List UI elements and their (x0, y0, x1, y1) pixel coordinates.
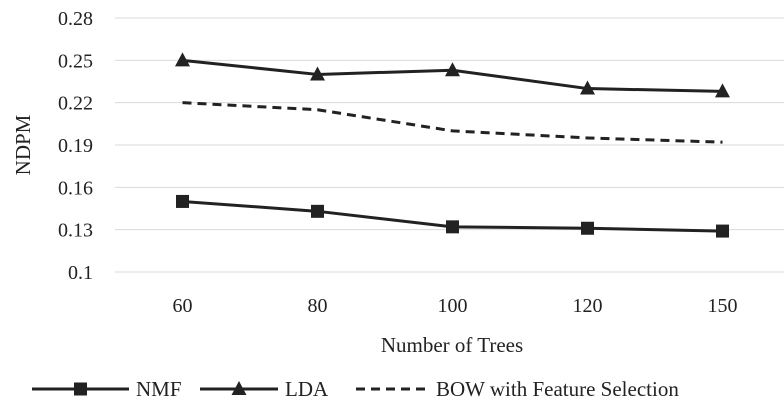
legend-marker-lda (231, 381, 247, 395)
x-axis-title: Number of Trees (381, 333, 523, 357)
x-tick-label: 150 (708, 295, 738, 317)
legend-label: BOW with Feature Selection (436, 377, 679, 401)
series-line-bow-with-feature-selection (182, 101, 723, 144)
series-lines (175, 52, 730, 238)
x-tick-label: 120 (573, 295, 603, 317)
y-tick-label: 0.25 (58, 50, 93, 72)
y-tick-label: 0.19 (58, 135, 93, 157)
series-lda (175, 52, 730, 98)
data-point-nmf (716, 224, 729, 238)
legend-item-lda: LDA (200, 377, 329, 401)
y-axis-title: NDPM (11, 114, 35, 175)
y-tick-label: 0.28 (58, 8, 93, 30)
y-tick-label: 0.16 (58, 177, 93, 199)
gridlines (115, 17, 784, 273)
data-point-lda (580, 80, 595, 95)
x-tick-label: 60 (173, 295, 193, 317)
data-point-lda (445, 62, 460, 77)
legend-item-bow-with-feature-selection: BOW with Feature Selection (356, 377, 679, 401)
data-point-lda (715, 83, 730, 98)
x-axis-ticks: 60 80 100 120 150 (173, 295, 738, 317)
legend-marker-nmf (74, 382, 87, 396)
y-tick-label: 0.1 (68, 262, 93, 284)
data-point-lda (175, 52, 190, 67)
x-tick-label: 80 (308, 295, 328, 317)
data-point-nmf (446, 220, 459, 234)
data-point-nmf (176, 194, 189, 208)
series-nmf (176, 194, 729, 238)
series-bow-with-feature-selection (182, 101, 723, 144)
data-point-nmf (581, 221, 594, 235)
y-tick-label: 0.13 (58, 220, 93, 242)
x-tick-label: 100 (438, 295, 468, 317)
y-tick-label: 0.22 (58, 93, 93, 115)
legend-item-nmf: NMF (32, 377, 182, 401)
data-point-nmf (311, 204, 324, 218)
data-point-lda (310, 66, 325, 81)
legend: NMF LDA BOW with Feature Selection (32, 377, 679, 401)
y-axis-ticks: 0.1 0.13 0.16 0.19 0.22 0.25 0.28 (58, 8, 93, 284)
legend-label: NMF (136, 377, 182, 401)
legend-label: LDA (285, 377, 329, 401)
